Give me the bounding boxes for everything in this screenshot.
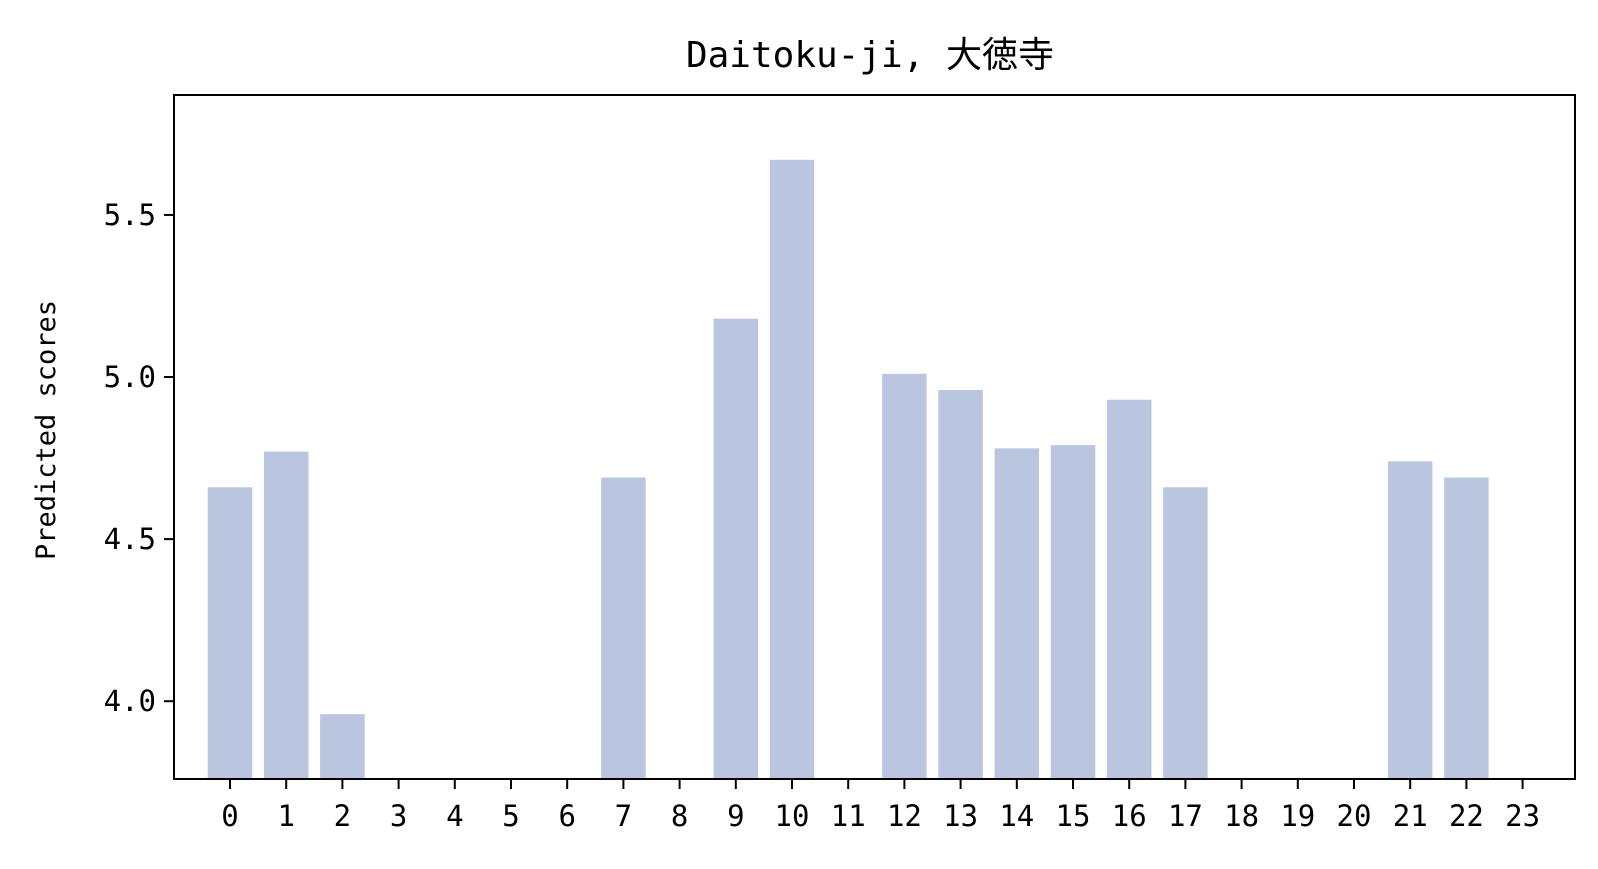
bar-9 xyxy=(713,318,759,779)
x-tick-label-1: 1 xyxy=(277,799,294,833)
bar-0 xyxy=(207,487,253,779)
x-tick-label-11: 11 xyxy=(831,799,866,833)
bar-22 xyxy=(1444,477,1489,779)
x-tick-label-20: 20 xyxy=(1337,799,1372,833)
x-tick-label-8: 8 xyxy=(671,799,688,833)
bar-13 xyxy=(938,390,983,779)
x-tick-label-13: 13 xyxy=(943,799,978,833)
x-tick-label-21: 21 xyxy=(1393,799,1428,833)
y-tick-label-5.5: 5.5 xyxy=(104,198,156,232)
x-tick-label-2: 2 xyxy=(334,799,351,833)
x-tick-label-12: 12 xyxy=(887,799,922,833)
y-axis: 4.0 4.5 5.0 5.5 xyxy=(104,198,174,718)
x-tick-label-23: 23 xyxy=(1505,799,1540,833)
x-tick-label-14: 14 xyxy=(999,799,1034,833)
x-tick-label-4: 4 xyxy=(446,799,463,833)
bar-21 xyxy=(1387,461,1433,779)
bar-10 xyxy=(769,159,815,779)
x-tick-label-6: 6 xyxy=(558,799,575,833)
y-axis-label: Predicted scores xyxy=(31,300,62,560)
y-tick-label-5.0: 5.0 xyxy=(104,360,156,394)
x-tick-label-9: 9 xyxy=(727,799,744,833)
bar-15 xyxy=(1050,445,1096,779)
x-tick-label-5: 5 xyxy=(502,799,519,833)
bar-14 xyxy=(994,448,1040,779)
y-tick-label-4.0: 4.0 xyxy=(104,684,156,718)
bar-2 xyxy=(320,714,365,779)
bar-1 xyxy=(263,451,309,779)
bar-16 xyxy=(1106,399,1152,779)
x-tick-label-16: 16 xyxy=(1112,799,1147,833)
plot-frame xyxy=(173,94,1576,780)
x-tick-label-10: 10 xyxy=(775,799,810,833)
x-tick-label-18: 18 xyxy=(1224,799,1259,833)
x-tick-label-22: 22 xyxy=(1449,799,1484,833)
x-tick-label-0: 0 xyxy=(221,799,238,833)
x-axis: 0 1 2 3 4 5 6 7 8 9 10 11 12 13 14 15 16 17 18 19 20 21 22 23 xyxy=(221,779,1540,833)
bar-17 xyxy=(1163,487,1208,779)
x-tick-label-15: 15 xyxy=(1056,799,1091,833)
bars-group xyxy=(207,159,1489,779)
x-tick-label-3: 3 xyxy=(390,799,407,833)
x-tick-label-7: 7 xyxy=(615,799,632,833)
x-tick-label-17: 17 xyxy=(1168,799,1203,833)
x-tick-label-19: 19 xyxy=(1280,799,1315,833)
bar-12 xyxy=(882,373,927,779)
chart-title: Daitoku-ji, 大徳寺 xyxy=(686,35,1054,76)
y-tick-label-4.5: 4.5 xyxy=(104,522,156,556)
bar-7 xyxy=(601,477,646,779)
